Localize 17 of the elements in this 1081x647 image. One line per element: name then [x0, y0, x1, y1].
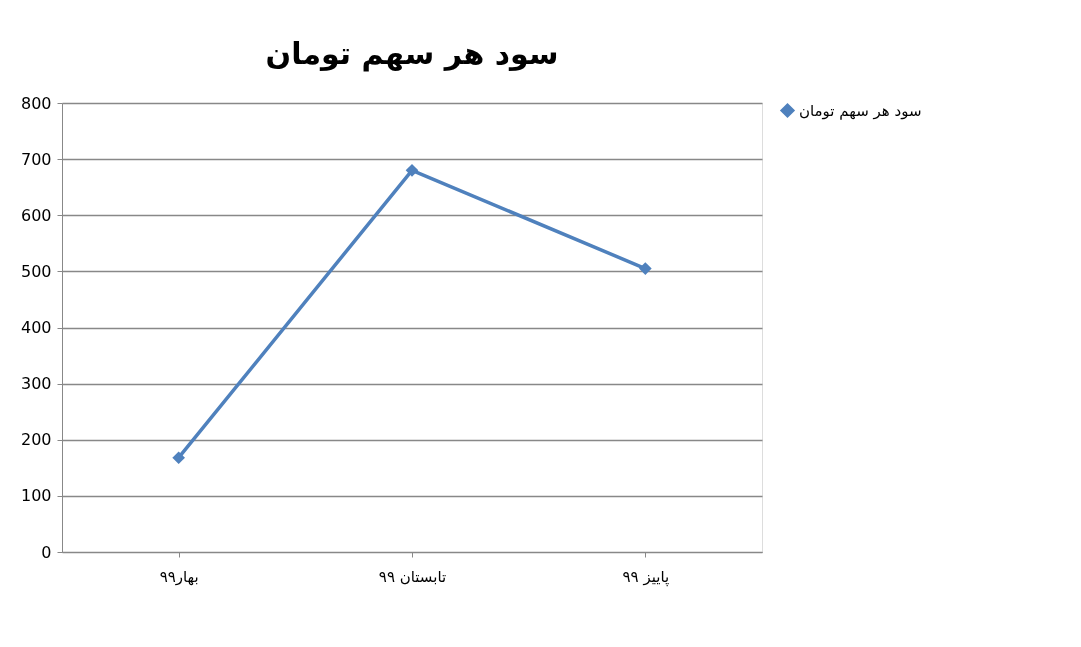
x-tick-label: پاییز ۹۹: [622, 567, 670, 587]
point: [405, 164, 419, 177]
x-tick-label: تابستان ۹۹: [378, 567, 447, 586]
y-tick-label: 700: [20, 149, 52, 169]
y-tick-label: 100: [20, 486, 52, 506]
y-tick-label: 800: [20, 93, 52, 113]
chart-title: سود هر سهم تومان: [265, 36, 559, 72]
y-tick-label: 500: [20, 261, 52, 281]
y-tick-label: 0: [41, 542, 52, 562]
point: [639, 262, 652, 275]
y-tick-label: 200: [20, 430, 52, 450]
x-tick-label: بهار۹۹: [159, 567, 199, 586]
y-tick-label: 600: [20, 205, 52, 225]
legend-label: سود هر سهم تومان: [799, 101, 922, 120]
y-tick-label: 300: [20, 374, 52, 394]
y-tick-label: 400: [20, 318, 52, 337]
point: [172, 451, 185, 465]
